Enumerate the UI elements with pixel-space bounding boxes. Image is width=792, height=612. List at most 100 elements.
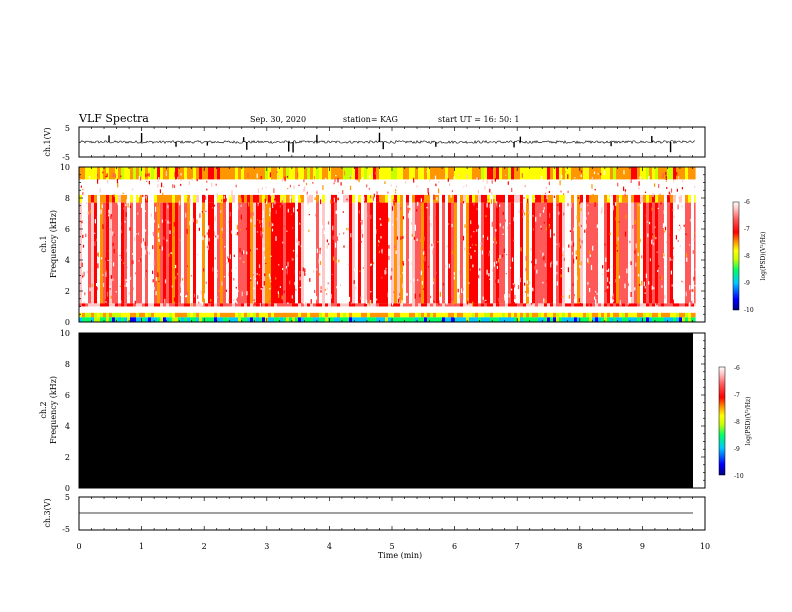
ch1-spectrogram-cell (640, 317, 643, 322)
ch1-spectrogram-speck (612, 296, 614, 300)
ch1-spectrogram-cell (160, 194, 163, 203)
ch1-spectrogram-speck (281, 200, 283, 205)
ch1-spectrogram-cell (502, 312, 505, 318)
ch1-spectrogram-speck (243, 250, 245, 254)
ch1-spectrogram-speck (105, 272, 107, 277)
ch1-spectrogram-speck (500, 288, 502, 291)
ch1-spectrogram-speck (588, 261, 590, 264)
ch1-spectrogram-speck (268, 222, 270, 227)
ch1-spectrogram-speck (94, 219, 96, 224)
ch1-spectrogram-cell (280, 202, 283, 304)
ch1-spectrogram-speck (538, 214, 540, 217)
ch1-spectrogram-speck (287, 208, 289, 213)
ch1-spectrogram-speck (227, 299, 230, 302)
ch1-spectrogram-speck (295, 259, 297, 264)
ch1-spectrogram-speck (158, 177, 160, 181)
ch1-spectrogram-cell (691, 312, 694, 318)
ch1-spectrogram-speck (374, 229, 376, 232)
ch1-spectrogram-speck (112, 231, 114, 236)
ch1-spectrogram-speck (587, 212, 589, 215)
ch1-spectrogram-cell (184, 312, 187, 318)
ch1-spectrogram-cell (394, 167, 397, 180)
ch1-spectrogram-cell (670, 202, 673, 304)
ch1-spectrogram-speck (340, 182, 342, 186)
ch1-spectrogram-speck (634, 219, 636, 225)
ch1-spectrogram-speck (147, 173, 149, 177)
ch1-spectrogram-cell (148, 317, 151, 322)
ch1-spectrogram-speck (120, 300, 123, 303)
ch1-spectrogram-speck (129, 205, 132, 209)
ch1-spectrogram-speck (180, 292, 182, 296)
ch1-spectrogram-cell (193, 312, 196, 318)
ch1-spectrogram-speck (689, 302, 691, 307)
ch1-spectrogram-cell (358, 194, 361, 203)
ch1-spectrogram-cell (673, 317, 676, 322)
ch1-spectrogram-speck (585, 170, 587, 173)
ch1-spectrogram-cell (244, 317, 247, 322)
ch1-spectrogram-speck (361, 257, 363, 260)
ch1-spectrogram-speck (211, 182, 213, 187)
ch1-spectrogram-cell (505, 317, 508, 322)
ch1-spectrogram-speck (277, 291, 279, 294)
ch1-spectrogram-cell (679, 317, 682, 322)
ch1-spectrogram-speck (343, 282, 345, 284)
ch1-spectrogram-cell (607, 317, 610, 322)
ch1-spectrogram-cell (694, 303, 697, 307)
ch1-spectrogram-speck (169, 221, 171, 224)
ch1-spectrogram-cell (166, 202, 169, 304)
ch1-spectrogram-speck (368, 224, 370, 228)
ch1-spectrogram-speck (126, 248, 128, 253)
ch1-spectrogram-cell (238, 194, 241, 203)
ch1-spectrogram-speck (481, 250, 483, 255)
ch1-spectrogram-cell (355, 312, 358, 318)
ch1-spectrogram-cell (613, 202, 616, 304)
ch1-spectrogram-speck (279, 205, 281, 208)
ch1-spectrogram-cell (316, 167, 319, 180)
ch1-spectrogram-cell (628, 303, 631, 307)
ch1-spectrogram-cell (625, 303, 628, 307)
ch1-spectrogram-cell (517, 312, 520, 318)
ch1-spectrogram-cell (631, 317, 634, 322)
ch1-spectrogram-cell (316, 317, 319, 322)
ch1-spectrogram-speck (671, 284, 673, 287)
ch1-spectrogram-cell (364, 202, 367, 304)
ch1-spectrogram-speck (314, 197, 316, 200)
ch1-spectrogram-speck (308, 214, 310, 216)
ch1-spectrogram-speck (399, 261, 401, 266)
ch1-spectrogram-cell (94, 312, 97, 318)
ch1-spectrogram-speck (180, 180, 182, 182)
ch1-spectrogram-cell (379, 167, 382, 180)
ch1-spectrogram-speck (567, 174, 569, 179)
ch1-spectrogram-cell (679, 202, 682, 304)
ch1-spectrogram-cell (601, 317, 604, 322)
ch1-spectrogram-cell (412, 317, 415, 322)
ch1-spectrogram-speck (370, 195, 372, 199)
ch1-spectrogram-cell (667, 202, 670, 304)
ch1-spectrogram-cell (691, 167, 694, 180)
ch1-spectrogram-cell (82, 312, 85, 318)
ch1-spectrogram-cell (391, 202, 394, 304)
ch1-spectrogram-speck (258, 264, 261, 268)
ch1-spectrogram-speck (152, 231, 154, 235)
ch1-spectrogram-cell (145, 303, 148, 307)
ch1-spectrogram-cell (208, 202, 211, 304)
ch1-spectrogram-cell (667, 312, 670, 318)
ch1-spectrogram-cell (394, 303, 397, 307)
ch1-spectrogram-speck (117, 202, 119, 205)
ch1-spectrogram-cell (553, 312, 556, 318)
ch1-spectrogram-cell (355, 303, 358, 307)
ch1-spectrogram-speck (522, 215, 524, 218)
ch1-spectrogram-cell (361, 194, 364, 203)
ch1-spectrogram-speck (362, 177, 364, 180)
ch1-spectrogram-cell (547, 312, 550, 318)
ch1-spectrogram-cell (238, 303, 241, 307)
ch1-spectrogram-cell (274, 194, 277, 203)
ch1-spectrogram-speck (171, 188, 173, 191)
ch1-spectrogram-speck (585, 217, 587, 220)
ch1-spectrogram-cell (352, 312, 355, 318)
ch1-spectrogram-cell (385, 194, 388, 203)
ch1-spectrogram-speck (110, 214, 112, 217)
ch1-spectrogram-speck (319, 273, 321, 276)
ch1-spectrogram-speck (682, 281, 684, 283)
ch1-spectrogram-cell (607, 167, 610, 180)
